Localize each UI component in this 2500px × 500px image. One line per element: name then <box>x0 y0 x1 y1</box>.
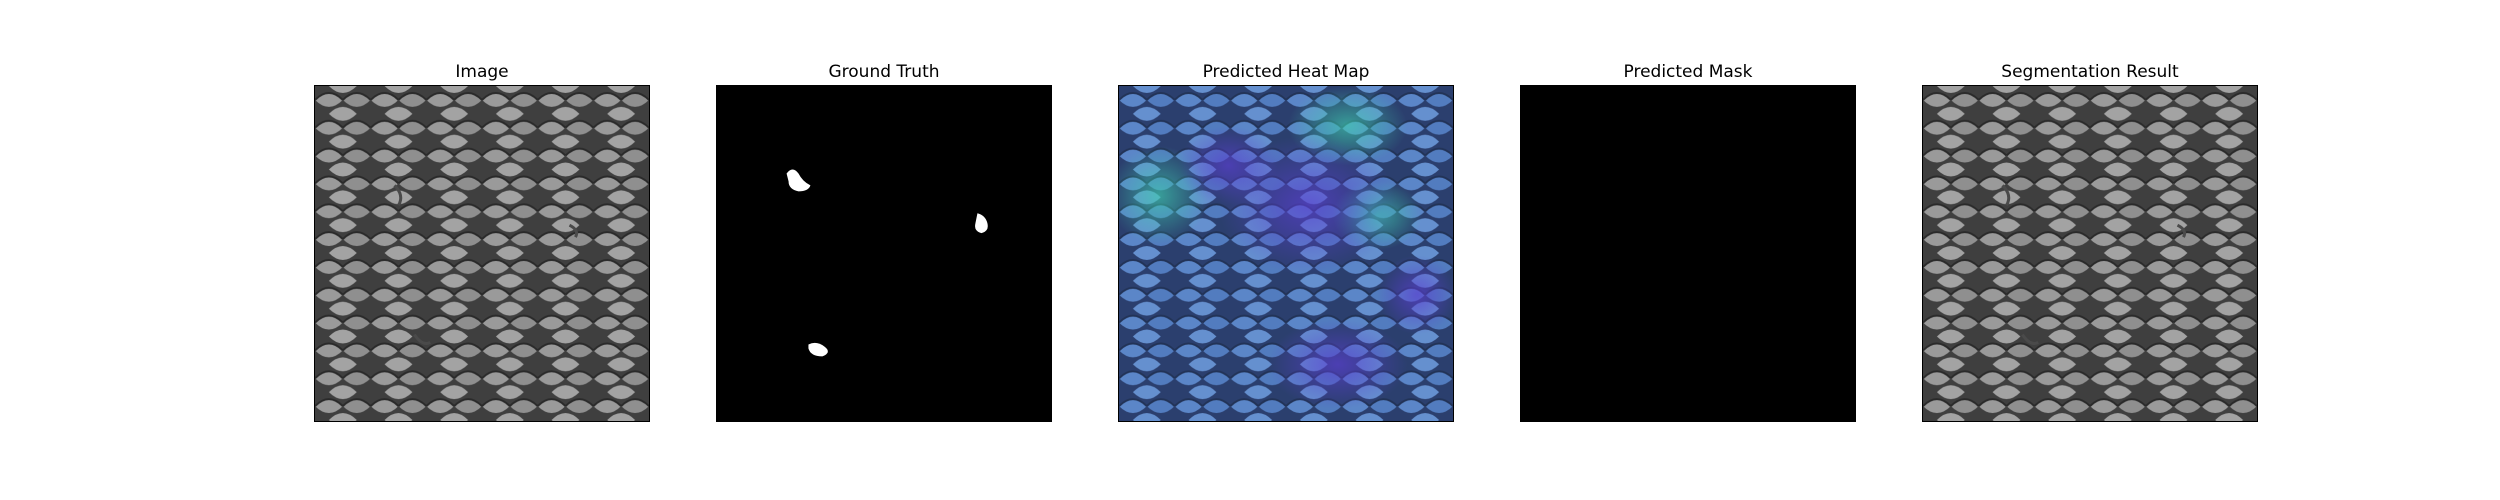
defect-blob-1 <box>786 169 811 192</box>
panel-title-heatmap: Predicted Heat Map <box>1202 62 1370 82</box>
panel-image: Image <box>314 60 650 422</box>
panel-ground-truth: Ground Truth <box>716 60 1052 422</box>
predicted-mask-frame <box>1520 85 1856 422</box>
segmentation-result-frame <box>1922 85 2258 422</box>
panel-title-predicted-mask: Predicted Mask <box>1623 62 1753 82</box>
heatmap-overlay <box>1119 86 1453 421</box>
panel-title-segmentation-result: Segmentation Result <box>2001 62 2179 82</box>
mesh-texture-result <box>1923 86 2257 421</box>
defect-blob-3 <box>808 342 828 357</box>
panel-title-ground-truth: Ground Truth <box>828 62 940 82</box>
panel-heatmap: Predicted Heat Map <box>1118 60 1454 422</box>
image-frame <box>314 85 650 422</box>
ground-truth-mask <box>717 86 1051 421</box>
mesh-texture-image <box>315 86 649 421</box>
panel-segmentation-result: Segmentation Result <box>1922 60 2258 422</box>
heatmap-frame <box>1118 85 1454 422</box>
panel-predicted-mask: Predicted Mask <box>1520 60 1856 422</box>
ground-truth-frame <box>716 85 1052 422</box>
panel-title-image: Image <box>455 62 509 82</box>
defect-blob-2 <box>975 213 988 234</box>
predicted-mask <box>1521 86 1855 421</box>
